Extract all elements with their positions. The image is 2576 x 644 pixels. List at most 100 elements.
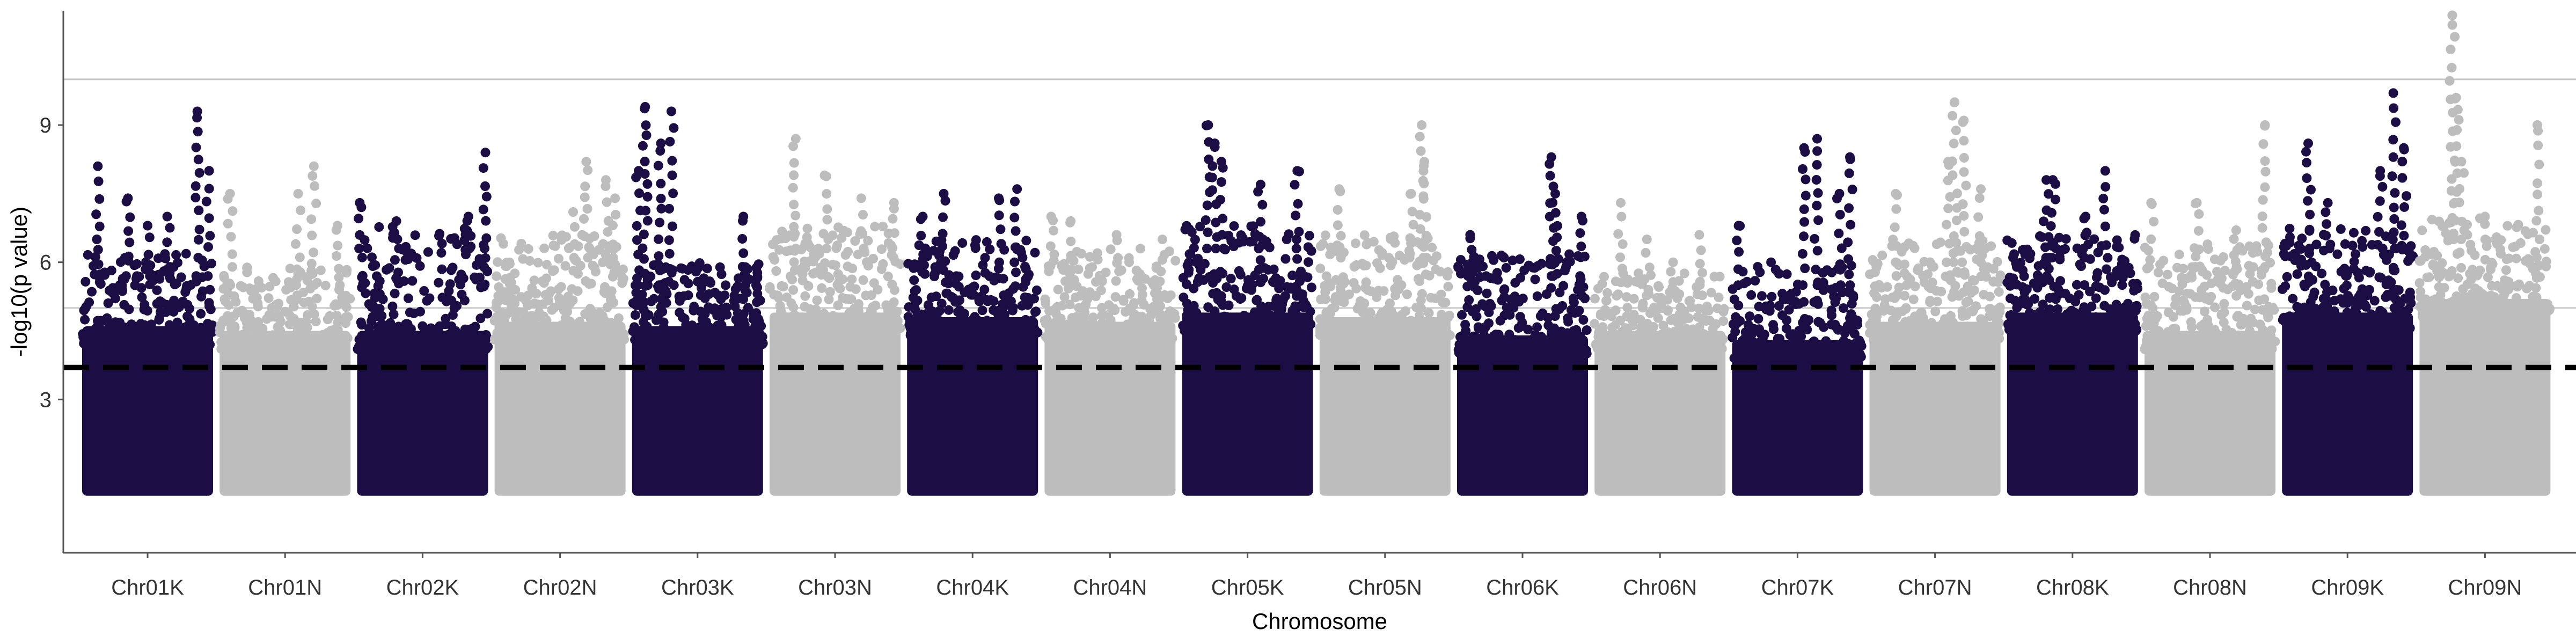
point bbox=[340, 292, 350, 302]
point bbox=[2130, 230, 2140, 240]
point bbox=[1136, 333, 1146, 343]
point bbox=[2106, 316, 2116, 326]
point bbox=[500, 314, 510, 325]
point bbox=[654, 280, 664, 290]
point bbox=[560, 261, 570, 271]
point bbox=[393, 267, 403, 277]
point bbox=[135, 340, 145, 349]
point bbox=[236, 281, 246, 291]
point bbox=[1336, 288, 1346, 298]
point bbox=[174, 339, 184, 349]
peak-point bbox=[1419, 157, 1429, 167]
chromosome-Chr05K bbox=[1178, 120, 1316, 496]
point bbox=[1613, 289, 1623, 299]
point bbox=[2389, 227, 2399, 237]
point bbox=[1294, 226, 1304, 237]
point bbox=[2060, 289, 2070, 299]
point bbox=[811, 304, 821, 314]
point bbox=[1218, 268, 1228, 279]
point bbox=[1682, 328, 1693, 338]
point bbox=[370, 260, 380, 270]
point bbox=[1408, 330, 1418, 340]
point bbox=[262, 314, 272, 324]
point bbox=[1219, 313, 1229, 323]
point bbox=[387, 301, 398, 311]
point bbox=[171, 250, 181, 260]
point bbox=[2307, 257, 2317, 267]
point bbox=[1634, 268, 1644, 279]
point bbox=[2149, 216, 2159, 226]
point bbox=[2297, 233, 2307, 244]
point bbox=[876, 244, 887, 254]
point bbox=[1480, 301, 1490, 311]
point bbox=[1152, 283, 1162, 293]
point bbox=[1754, 353, 1765, 363]
point bbox=[700, 293, 710, 303]
point bbox=[2287, 313, 2297, 323]
point bbox=[1702, 341, 1712, 352]
point bbox=[1330, 295, 1340, 305]
point bbox=[160, 253, 171, 264]
point bbox=[895, 259, 905, 269]
point bbox=[1182, 279, 1191, 289]
point bbox=[634, 188, 644, 199]
peak-point bbox=[2048, 175, 2058, 185]
point bbox=[1065, 299, 1075, 310]
point bbox=[1155, 327, 1165, 337]
point bbox=[1414, 274, 1423, 284]
point bbox=[2026, 326, 2036, 336]
point bbox=[2350, 304, 2360, 314]
point bbox=[768, 252, 778, 262]
point bbox=[1767, 291, 1777, 302]
point bbox=[316, 265, 326, 275]
point bbox=[2320, 280, 2330, 290]
point bbox=[113, 339, 123, 349]
point bbox=[127, 339, 137, 349]
point bbox=[1826, 284, 1836, 295]
peak-point bbox=[2231, 225, 2241, 235]
point bbox=[230, 321, 240, 331]
point bbox=[2364, 284, 2374, 295]
point bbox=[2178, 296, 2189, 306]
peak-point bbox=[1891, 188, 1901, 199]
point bbox=[800, 302, 810, 312]
point bbox=[80, 314, 90, 325]
point bbox=[1842, 342, 1852, 352]
point bbox=[1128, 314, 1138, 325]
point bbox=[559, 305, 569, 316]
point bbox=[607, 334, 617, 344]
point bbox=[372, 328, 383, 339]
point bbox=[2072, 280, 2082, 290]
point bbox=[480, 244, 489, 254]
point bbox=[1607, 323, 1617, 333]
point bbox=[403, 293, 413, 303]
point bbox=[1569, 297, 1579, 308]
point bbox=[1645, 308, 1655, 318]
point bbox=[2304, 307, 2315, 317]
point bbox=[1245, 323, 1255, 333]
point bbox=[1321, 271, 1331, 281]
point bbox=[204, 213, 214, 223]
point bbox=[1833, 325, 1843, 335]
point bbox=[822, 215, 832, 225]
point bbox=[1497, 295, 1507, 305]
point bbox=[480, 253, 491, 263]
point bbox=[887, 280, 897, 289]
point bbox=[152, 285, 162, 295]
point bbox=[2040, 242, 2050, 252]
point bbox=[1454, 339, 1465, 349]
point bbox=[820, 311, 830, 321]
point bbox=[1831, 294, 1841, 304]
point bbox=[2174, 250, 2184, 260]
point bbox=[2349, 257, 2359, 267]
point bbox=[2293, 302, 2303, 312]
point bbox=[592, 328, 602, 338]
point bbox=[268, 273, 278, 283]
point bbox=[1624, 340, 1634, 350]
point bbox=[251, 324, 261, 334]
point bbox=[614, 266, 624, 276]
point bbox=[2168, 324, 2178, 334]
point bbox=[1616, 277, 1626, 288]
point bbox=[2123, 298, 2133, 309]
point bbox=[1733, 301, 1744, 311]
